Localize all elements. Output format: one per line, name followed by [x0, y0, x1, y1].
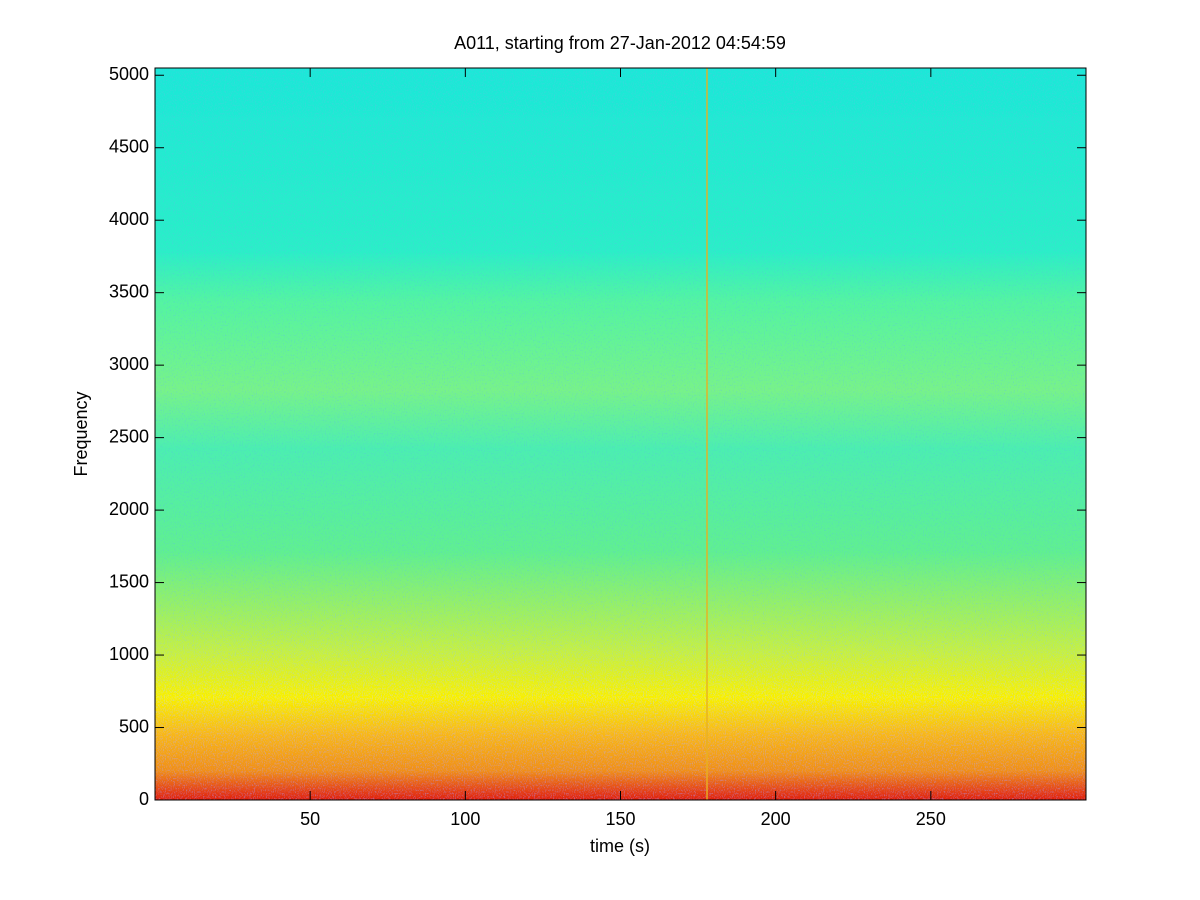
- y-tick-label: 2000: [109, 499, 149, 519]
- y-tick-label: 5000: [109, 64, 149, 84]
- x-tick-label: 100: [450, 809, 480, 829]
- x-axis-label: time (s): [590, 836, 650, 856]
- y-tick-label: 3500: [109, 281, 149, 301]
- y-tick-label: 0: [139, 789, 149, 809]
- chart-title: A011, starting from 27-Jan-2012 04:54:59: [454, 33, 786, 53]
- y-tick-label: 2500: [109, 426, 149, 446]
- x-tick-label: 250: [916, 809, 946, 829]
- y-tick-label: 1500: [109, 571, 149, 591]
- x-tick-label: 50: [300, 809, 320, 829]
- y-tick-label: 4500: [109, 136, 149, 156]
- y-tick-label: 500: [119, 716, 149, 736]
- y-tick-label: 3000: [109, 354, 149, 374]
- y-axis-label: Frequency: [71, 391, 91, 476]
- y-tick-label: 4000: [109, 209, 149, 229]
- x-tick-label: 150: [605, 809, 635, 829]
- x-tick-label: 200: [761, 809, 791, 829]
- spectrogram-image: [155, 68, 1086, 800]
- y-tick-label: 1000: [109, 644, 149, 664]
